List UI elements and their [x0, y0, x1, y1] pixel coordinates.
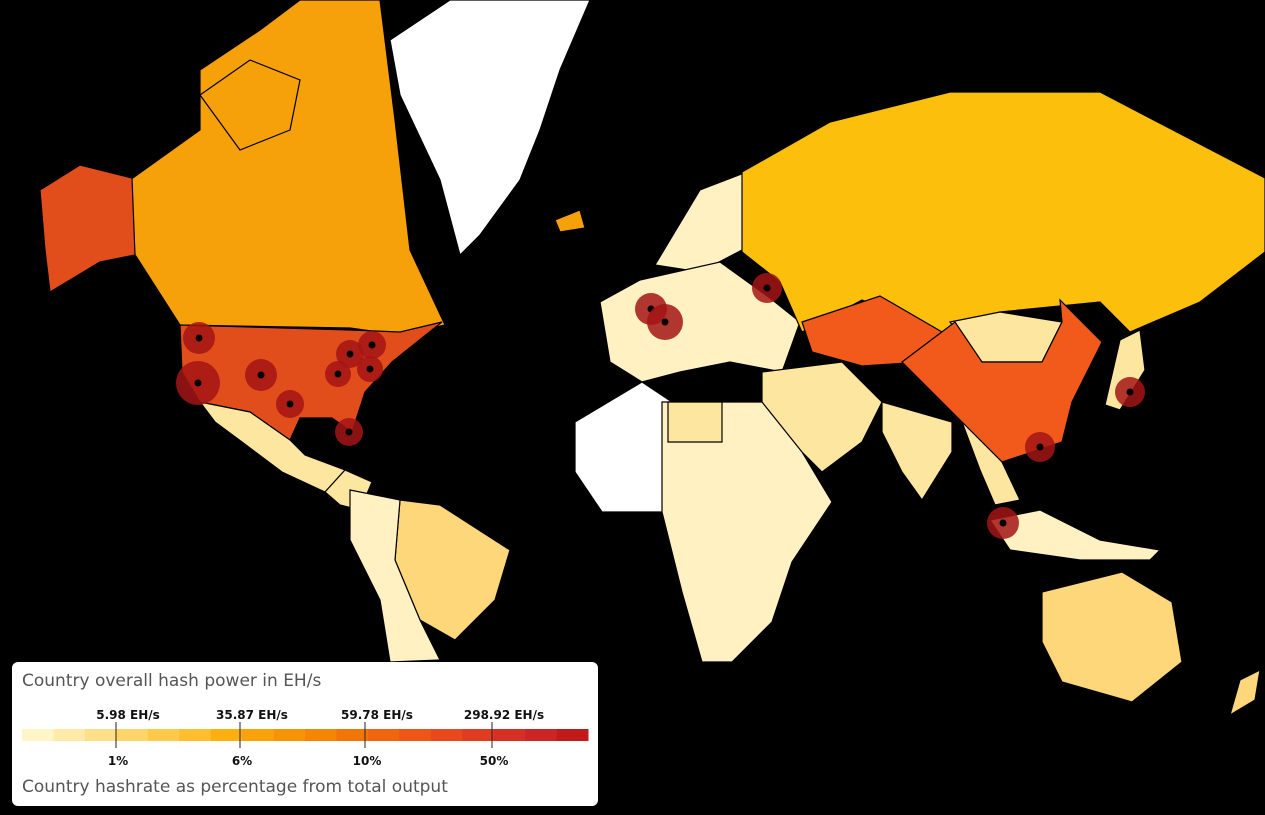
scale-top-label: 298.92 EH/s [464, 708, 544, 722]
legend-subtitle: Country hashrate as percentage from tota… [22, 777, 448, 797]
countries [39, 0, 1265, 717]
australia [1041, 571, 1183, 703]
marker-dot [195, 334, 203, 342]
scale-step [305, 729, 337, 741]
marker-dot [286, 400, 294, 408]
scale-step [399, 729, 432, 741]
canada-islands [199, 59, 301, 151]
south-america-west [349, 489, 441, 663]
scale-step [273, 729, 306, 741]
scale-step [210, 729, 243, 741]
marker-dot [1126, 388, 1134, 396]
scale-step [116, 729, 149, 741]
libya [667, 401, 723, 443]
scale-step [84, 729, 117, 741]
new-zealand [1229, 668, 1261, 717]
russia [741, 91, 1265, 333]
scale-step [179, 729, 212, 741]
india [881, 401, 953, 502]
scale-step [462, 729, 495, 741]
marker-dot [257, 371, 265, 379]
africa [661, 401, 833, 663]
scale-bottom-label: 1% [108, 754, 128, 768]
marker-dot [346, 350, 354, 358]
scale-step [336, 729, 369, 741]
legend: Country overall hash power in EH/s 5.98 … [12, 662, 598, 806]
scale-step [556, 729, 589, 741]
southeast-asia [961, 421, 1021, 506]
scale-step [430, 729, 463, 741]
marker-dot [368, 341, 376, 349]
scale-step [525, 729, 558, 741]
scale-top-label: 35.87 EH/s [216, 708, 288, 722]
scale-step [22, 729, 54, 741]
color-scale: 5.98 EH/s 1% 35.87 EH/s 6% 59.78 EH/s 10% 298.… [22, 708, 589, 768]
scale-bottom-label: 10% [353, 754, 382, 768]
marker-dot [345, 428, 353, 436]
marker-dot [1036, 443, 1044, 451]
scale-top-label: 59.78 EH/s [341, 708, 413, 722]
marker-dot [763, 284, 771, 292]
scale-step [493, 729, 526, 741]
legend-title: Country overall hash power in EH/s [22, 671, 321, 691]
iceland [554, 209, 586, 233]
marker-dot [334, 370, 342, 378]
marker-dot [194, 379, 202, 387]
scale-bottom-label: 50% [480, 754, 509, 768]
alaska [39, 164, 136, 293]
indonesia [989, 509, 1162, 561]
scale-top-label: 5.98 EH/s [96, 708, 160, 722]
scale-step [53, 729, 86, 741]
marker-dot [661, 318, 669, 326]
mining-markers [176, 273, 1145, 539]
greenland [389, 0, 591, 257]
marker-dot [366, 365, 374, 373]
scale-step [147, 729, 180, 741]
marker-dot [999, 519, 1007, 527]
scale-step [242, 729, 275, 741]
scale-bottom-label: 6% [232, 754, 252, 768]
scale-step [367, 729, 400, 741]
